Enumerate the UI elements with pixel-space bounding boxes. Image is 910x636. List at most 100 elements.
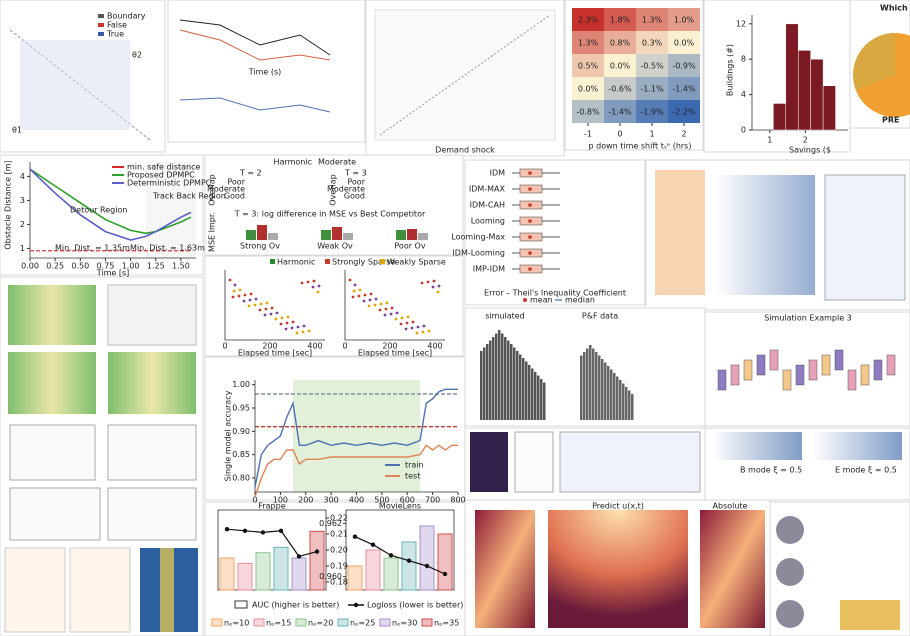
label: IDM: [490, 169, 506, 178]
label: 200: [262, 342, 277, 351]
hist-deco: [604, 362, 607, 420]
label: 600: [400, 496, 415, 505]
bar: [255, 552, 271, 591]
label: 0.50: [71, 262, 89, 271]
label: -1.4%: [608, 108, 632, 117]
hist-deco: [622, 383, 625, 420]
label: 0.95: [232, 404, 250, 413]
heatmap-cell: [604, 8, 636, 31]
label: -0.9%: [672, 62, 696, 71]
heatmap-cell: [668, 100, 700, 123]
scatter-deco: [307, 329, 311, 333]
label: Elapsed time [sec]: [238, 349, 312, 358]
label: 0.80: [232, 474, 250, 483]
heatmap-cell: [636, 54, 668, 77]
label: 1.3%: [642, 16, 663, 25]
hist-deco: [631, 394, 634, 420]
label: 0.962: [319, 519, 342, 528]
hist-deco: [492, 337, 495, 420]
box-deco: [782, 369, 792, 391]
label: 0: [252, 496, 257, 505]
scatter-deco: [300, 281, 304, 285]
heatmap-cell: [668, 77, 700, 100]
hist-deco: [489, 340, 492, 420]
track-region: [145, 162, 196, 258]
scatter-deco: [237, 294, 241, 298]
hist-deco: [513, 347, 516, 420]
bar-deco: [246, 230, 256, 240]
hist-deco: [540, 379, 543, 420]
label: 0: [342, 342, 347, 351]
scatter-deco: [302, 324, 306, 328]
label: Moderate: [318, 158, 356, 167]
label: θ2: [132, 51, 142, 60]
hist-deco: [580, 355, 583, 420]
hist-deco: [516, 351, 519, 420]
hist-deco: [628, 390, 631, 420]
heatmap-cell: [604, 54, 636, 77]
bar: [347, 565, 363, 591]
bar-deco: [332, 227, 342, 240]
label: Harmonic: [274, 158, 312, 167]
label: PRE: [882, 116, 900, 125]
legend-swatch: [353, 602, 359, 608]
label: 0.0%: [674, 39, 695, 48]
label: Error – Theil's Inequality Coefficient: [484, 289, 626, 298]
label: Poor: [347, 178, 365, 187]
label: 1: [649, 130, 654, 139]
hist-deco: [616, 376, 619, 420]
legend-swatch: [253, 618, 265, 627]
hist-deco: [607, 366, 610, 420]
hist-deco: [543, 382, 546, 420]
label: 0: [741, 126, 746, 135]
scatter-deco: [410, 326, 414, 330]
scatter-deco: [291, 320, 295, 324]
scatter-deco: [285, 321, 289, 325]
mean-deco: [528, 235, 532, 239]
label: Demand shock: [435, 146, 495, 155]
label: 2: [681, 130, 686, 139]
scatter-deco: [295, 331, 299, 335]
heatmap-cell: [636, 100, 668, 123]
label: 3: [20, 196, 25, 205]
label: 1.50: [172, 262, 190, 271]
label: Single model accuracy: [224, 390, 233, 481]
scatter-deco: [374, 297, 378, 301]
scatter-deco: [404, 327, 408, 331]
label: Moderate: [207, 185, 245, 194]
hist-deco: [537, 375, 540, 420]
label: 0.0%: [578, 85, 599, 94]
label: 2: [803, 136, 808, 145]
scatter-deco: [358, 288, 362, 292]
label: 1.00: [232, 380, 250, 389]
mean-deco: [528, 203, 532, 207]
legend-swatch: [421, 618, 433, 627]
label: 0.22: [330, 514, 348, 523]
label: T = 3: [344, 169, 367, 178]
scatter-deco: [367, 304, 371, 308]
label: nₑ=30: [392, 619, 417, 628]
label: Buildings (#): [726, 44, 735, 96]
label: Detour Region: [70, 206, 127, 215]
legend-swatch: [98, 23, 104, 27]
label: Strongly Sparse: [332, 258, 395, 267]
hist-deco: [522, 358, 525, 420]
scatter-deco: [351, 295, 355, 299]
label: 0.5%: [578, 62, 599, 71]
scatter-deco: [363, 293, 367, 297]
label: 12: [736, 19, 746, 28]
label: 1.8%: [610, 16, 631, 25]
label: 200: [298, 496, 313, 505]
series-line: [254, 388, 458, 488]
hist-deco: [595, 352, 598, 420]
box-deco: [860, 364, 870, 386]
scatter-deco: [265, 301, 269, 305]
legend-swatch: [380, 259, 385, 264]
histogram-bar: [785, 23, 799, 131]
scatter-deco: [263, 313, 267, 317]
label: IDM-Looming: [452, 249, 505, 258]
heatmap-cell: [636, 8, 668, 31]
label: nₑ=35: [434, 619, 459, 628]
box-deco: [756, 354, 766, 376]
label: 1.25: [147, 262, 165, 271]
